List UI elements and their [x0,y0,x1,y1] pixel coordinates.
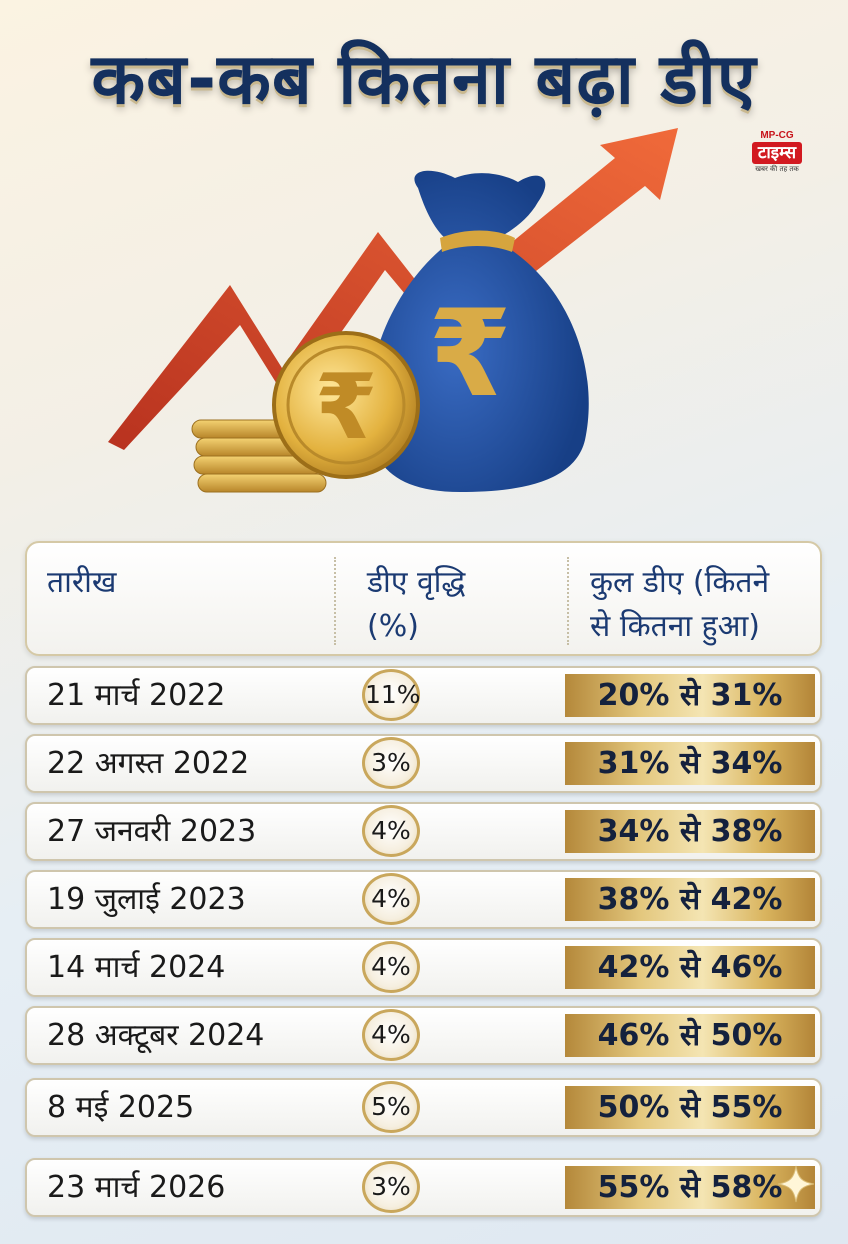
row-date: 23 मार्च 2026 [47,1170,226,1205]
row-increase-badge: 11% [362,669,421,721]
header-total-line2: से कितना हुआ) [590,609,760,644]
header-divider [567,557,569,645]
logo-top-text: MP-CG [760,130,794,141]
header-increase-line1: डीए वृद्धि [367,565,466,600]
header-increase: डीए वृद्धि (%) [367,561,567,649]
coin-rupee-symbol: ₹ [315,355,378,460]
table-header: तारीख डीए वृद्धि (%) कुल डीए (कितने से क… [25,541,822,656]
header-date: तारीख [47,565,117,600]
row-total: 50% से 55% [565,1086,815,1129]
logo-tagline: खबर की तह तक [755,165,799,173]
row-date: 27 जनवरी 2023 [47,814,257,849]
row-date: 21 मार्च 2022 [47,678,226,713]
row-increase-badge: 4% [362,873,420,925]
row-total: 38% से 42% [565,878,815,921]
row-date: 28 अक्टूबर 2024 [47,1018,265,1053]
page-title: कब-कब कितना बढ़ा डीए [91,38,757,120]
row-increase-badge: 4% [362,1009,420,1061]
row-date: 22 अगस्त 2022 [47,746,250,781]
table-row: 14 मार्च 2024 4% 42% से 46% [25,938,822,997]
bag-rupee-symbol: ₹ [428,285,512,424]
table-row: 8 मई 2025 5% 50% से 55% [25,1078,822,1137]
brand-logo: MP-CG टाइम्स खबर की तह तक [736,130,818,180]
row-increase-badge: 3% [362,1161,420,1213]
row-increase-badge: 5% [362,1081,420,1133]
rupee-coin-icon: ₹ [272,331,420,479]
row-total: 46% से 50% [565,1014,815,1057]
row-date: 19 जुलाई 2023 [47,882,246,917]
row-total: 55% से 58% [565,1166,815,1209]
sparkle-icon [777,1165,815,1203]
table-row: 28 अक्टूबर 2024 4% 46% से 50% [25,1006,822,1065]
hero-illustration: ₹ ₹ [108,128,678,493]
row-increase-badge: 3% [362,737,420,789]
row-total: 20% से 31% [565,674,815,717]
logo-name: टाइम्स [751,142,803,164]
table-row: 19 जुलाई 2023 4% 38% से 42% [25,870,822,929]
header-total: कुल डीए (कितने से कितना हुआ) [590,561,820,649]
header-total-line1: कुल डीए (कितने [590,565,770,600]
row-total: 42% से 46% [565,946,815,989]
row-increase-badge: 4% [362,805,420,857]
row-total: 31% से 34% [565,742,815,785]
row-date: 8 मई 2025 [47,1090,195,1125]
money-bag-icon: ₹ [367,170,589,492]
header-divider [334,557,336,645]
table-row: 23 मार्च 2026 3% 55% से 58% [25,1158,822,1217]
row-total: 34% से 38% [565,810,815,853]
header-increase-line2: (%) [367,609,419,644]
table-row: 21 मार्च 2022 11% 20% से 31% [25,666,822,725]
table-row: 22 अगस्त 2022 3% 31% से 34% [25,734,822,793]
row-increase-badge: 4% [362,941,420,993]
row-date: 14 मार्च 2024 [47,950,226,985]
table-row: 27 जनवरी 2023 4% 34% से 38% [25,802,822,861]
rising-arrow-icon [108,128,678,450]
